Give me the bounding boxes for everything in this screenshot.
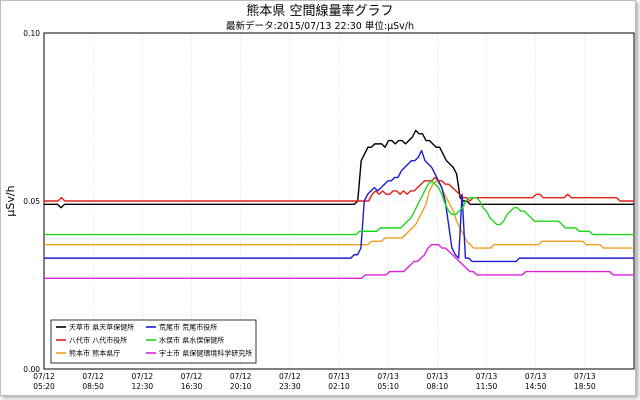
chart-title: 熊本県 空間線量率グラフ <box>246 3 393 19</box>
x-axis: 07/1205:2007/1208:5007/1212:3007/1216:30… <box>33 372 596 391</box>
x-tick-time: 20:10 <box>230 382 252 391</box>
x-tick-date: 07/12 <box>279 372 301 381</box>
x-tick-date: 07/13 <box>377 372 399 381</box>
legend-box <box>50 319 257 364</box>
x-tick-time: 11:50 <box>476 382 498 391</box>
x-tick-time: 12:30 <box>132 382 154 391</box>
series-line-1 <box>44 176 634 202</box>
x-tick-date: 07/13 <box>328 372 350 381</box>
x-tick-time: 08:10 <box>427 382 449 391</box>
legend-label-5: 宇土市 県保健環境科学研究所 <box>159 349 252 358</box>
x-tick-date: 07/12 <box>132 372 154 381</box>
x-tick-time: 18:50 <box>574 382 596 391</box>
series-line-2 <box>44 180 634 249</box>
y-tick-label: 0.05 <box>23 197 40 206</box>
x-tick-date: 07/12 <box>82 372 104 381</box>
x-tick-date: 07/13 <box>525 372 547 381</box>
legend-label-3: 荒尾市 荒尾市役所 <box>159 323 217 332</box>
legend-label-2: 熊本市 熊本県庁 <box>69 349 120 358</box>
chart-subtitle: 最新データ:2015/07/13 22:30 単位:μSv/h <box>226 20 414 32</box>
y-axis: 0.00 0.05 0.10 <box>23 29 40 374</box>
series-line-4 <box>44 180 634 236</box>
x-tick-date: 07/13 <box>574 372 596 381</box>
legend-label-4: 水俣市 県水俣保健所 <box>159 336 224 345</box>
x-tick-date: 07/12 <box>33 372 55 381</box>
x-tick-time: 05:10 <box>377 382 399 391</box>
y-tick-label: 0.10 <box>23 29 40 38</box>
x-tick-time: 08:50 <box>82 382 104 391</box>
x-tick-date: 07/12 <box>230 372 252 381</box>
legend-label-1: 八代市 八代市役所 <box>69 336 127 345</box>
x-tick-date: 07/13 <box>427 372 449 381</box>
x-tick-time: 16:30 <box>181 382 203 391</box>
series-line-3 <box>44 149 634 263</box>
series-line-0 <box>44 129 634 209</box>
y-axis-label: μSv/h <box>4 185 17 216</box>
x-tick-date: 07/12 <box>181 372 203 381</box>
x-tick-time: 14:50 <box>525 382 547 391</box>
legend-label-0: 天草市 県天草保健所 <box>69 323 134 332</box>
series-lines <box>44 129 634 279</box>
x-tick-time: 02:10 <box>328 382 350 391</box>
series-line-5 <box>44 243 634 279</box>
y-tick-label: 0.00 <box>23 365 40 374</box>
x-tick-date: 07/13 <box>476 372 498 381</box>
x-tick-time: 05:20 <box>33 382 55 391</box>
x-tick-time: 23:30 <box>279 382 301 391</box>
